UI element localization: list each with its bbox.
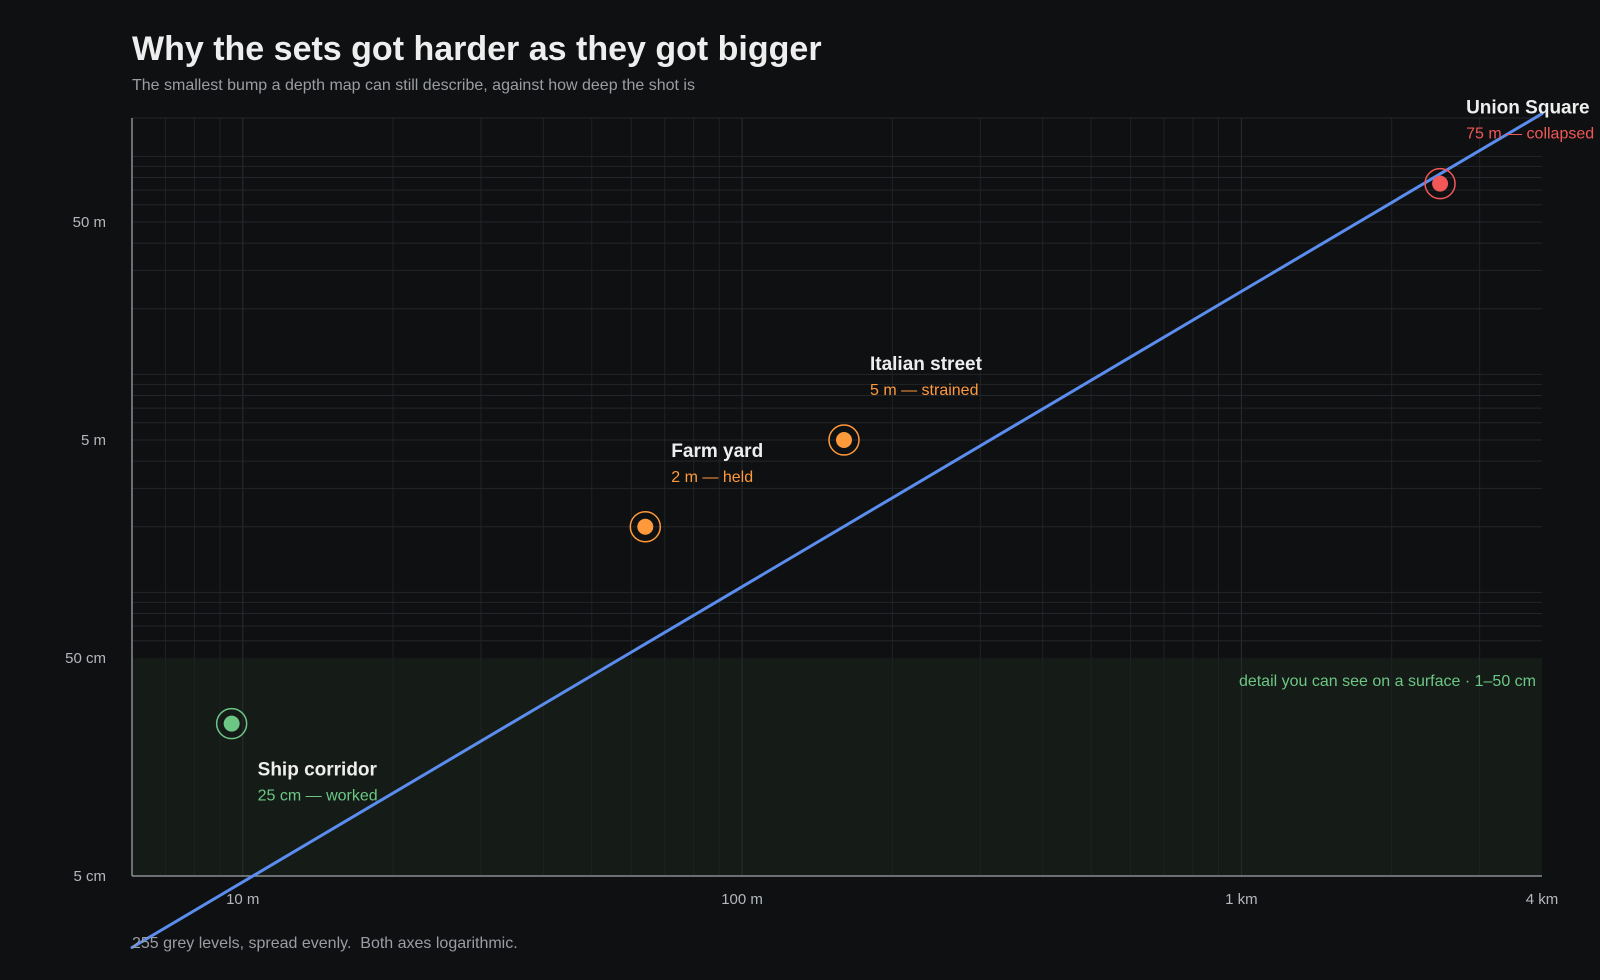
annotation-status: 5 m — strained — [870, 382, 978, 399]
chart-footnote: 255 grey levels, spread evenly. Both axe… — [132, 935, 518, 952]
annotation-status: 75 m — collapsed — [1466, 126, 1594, 143]
point-ring — [828, 424, 860, 456]
band-label: detail you can see on a surface · 1–50 c… — [1239, 673, 1536, 690]
annotation-name: Italian street — [870, 354, 983, 375]
chart-subtitle: The smallest bump a depth map can still … — [132, 77, 695, 94]
annotation-name: Ship corridor — [258, 760, 378, 781]
y-tick-label: 50 m — [73, 214, 106, 231]
x-tick-label: 4 km — [1526, 891, 1559, 908]
y-tick-label: 5 m — [81, 432, 106, 449]
data-point — [637, 518, 654, 535]
x-tick-label: 100 m — [721, 891, 763, 908]
annotation-name: Union Square — [1466, 98, 1590, 119]
x-tick-label: 10 m — [226, 891, 259, 908]
series-line — [130, 112, 1544, 949]
annotation-name: Farm yard — [671, 441, 763, 462]
chart-title: Why the sets got harder as they got bigg… — [132, 30, 822, 68]
point-ring — [215, 707, 248, 740]
annotation-status: 2 m — held — [671, 469, 753, 486]
data-point — [835, 432, 852, 449]
data-point — [1432, 175, 1449, 192]
y-tick-label: 5 cm — [73, 868, 106, 885]
point-ring — [629, 511, 662, 543]
point-ring — [1424, 167, 1456, 200]
annotation-status: 25 cm — worked — [258, 788, 378, 805]
y-tick-label: 50 cm — [65, 650, 106, 667]
x-tick-label: 1 km — [1225, 891, 1258, 908]
detail-band — [132, 658, 1542, 876]
data-point — [223, 715, 240, 732]
